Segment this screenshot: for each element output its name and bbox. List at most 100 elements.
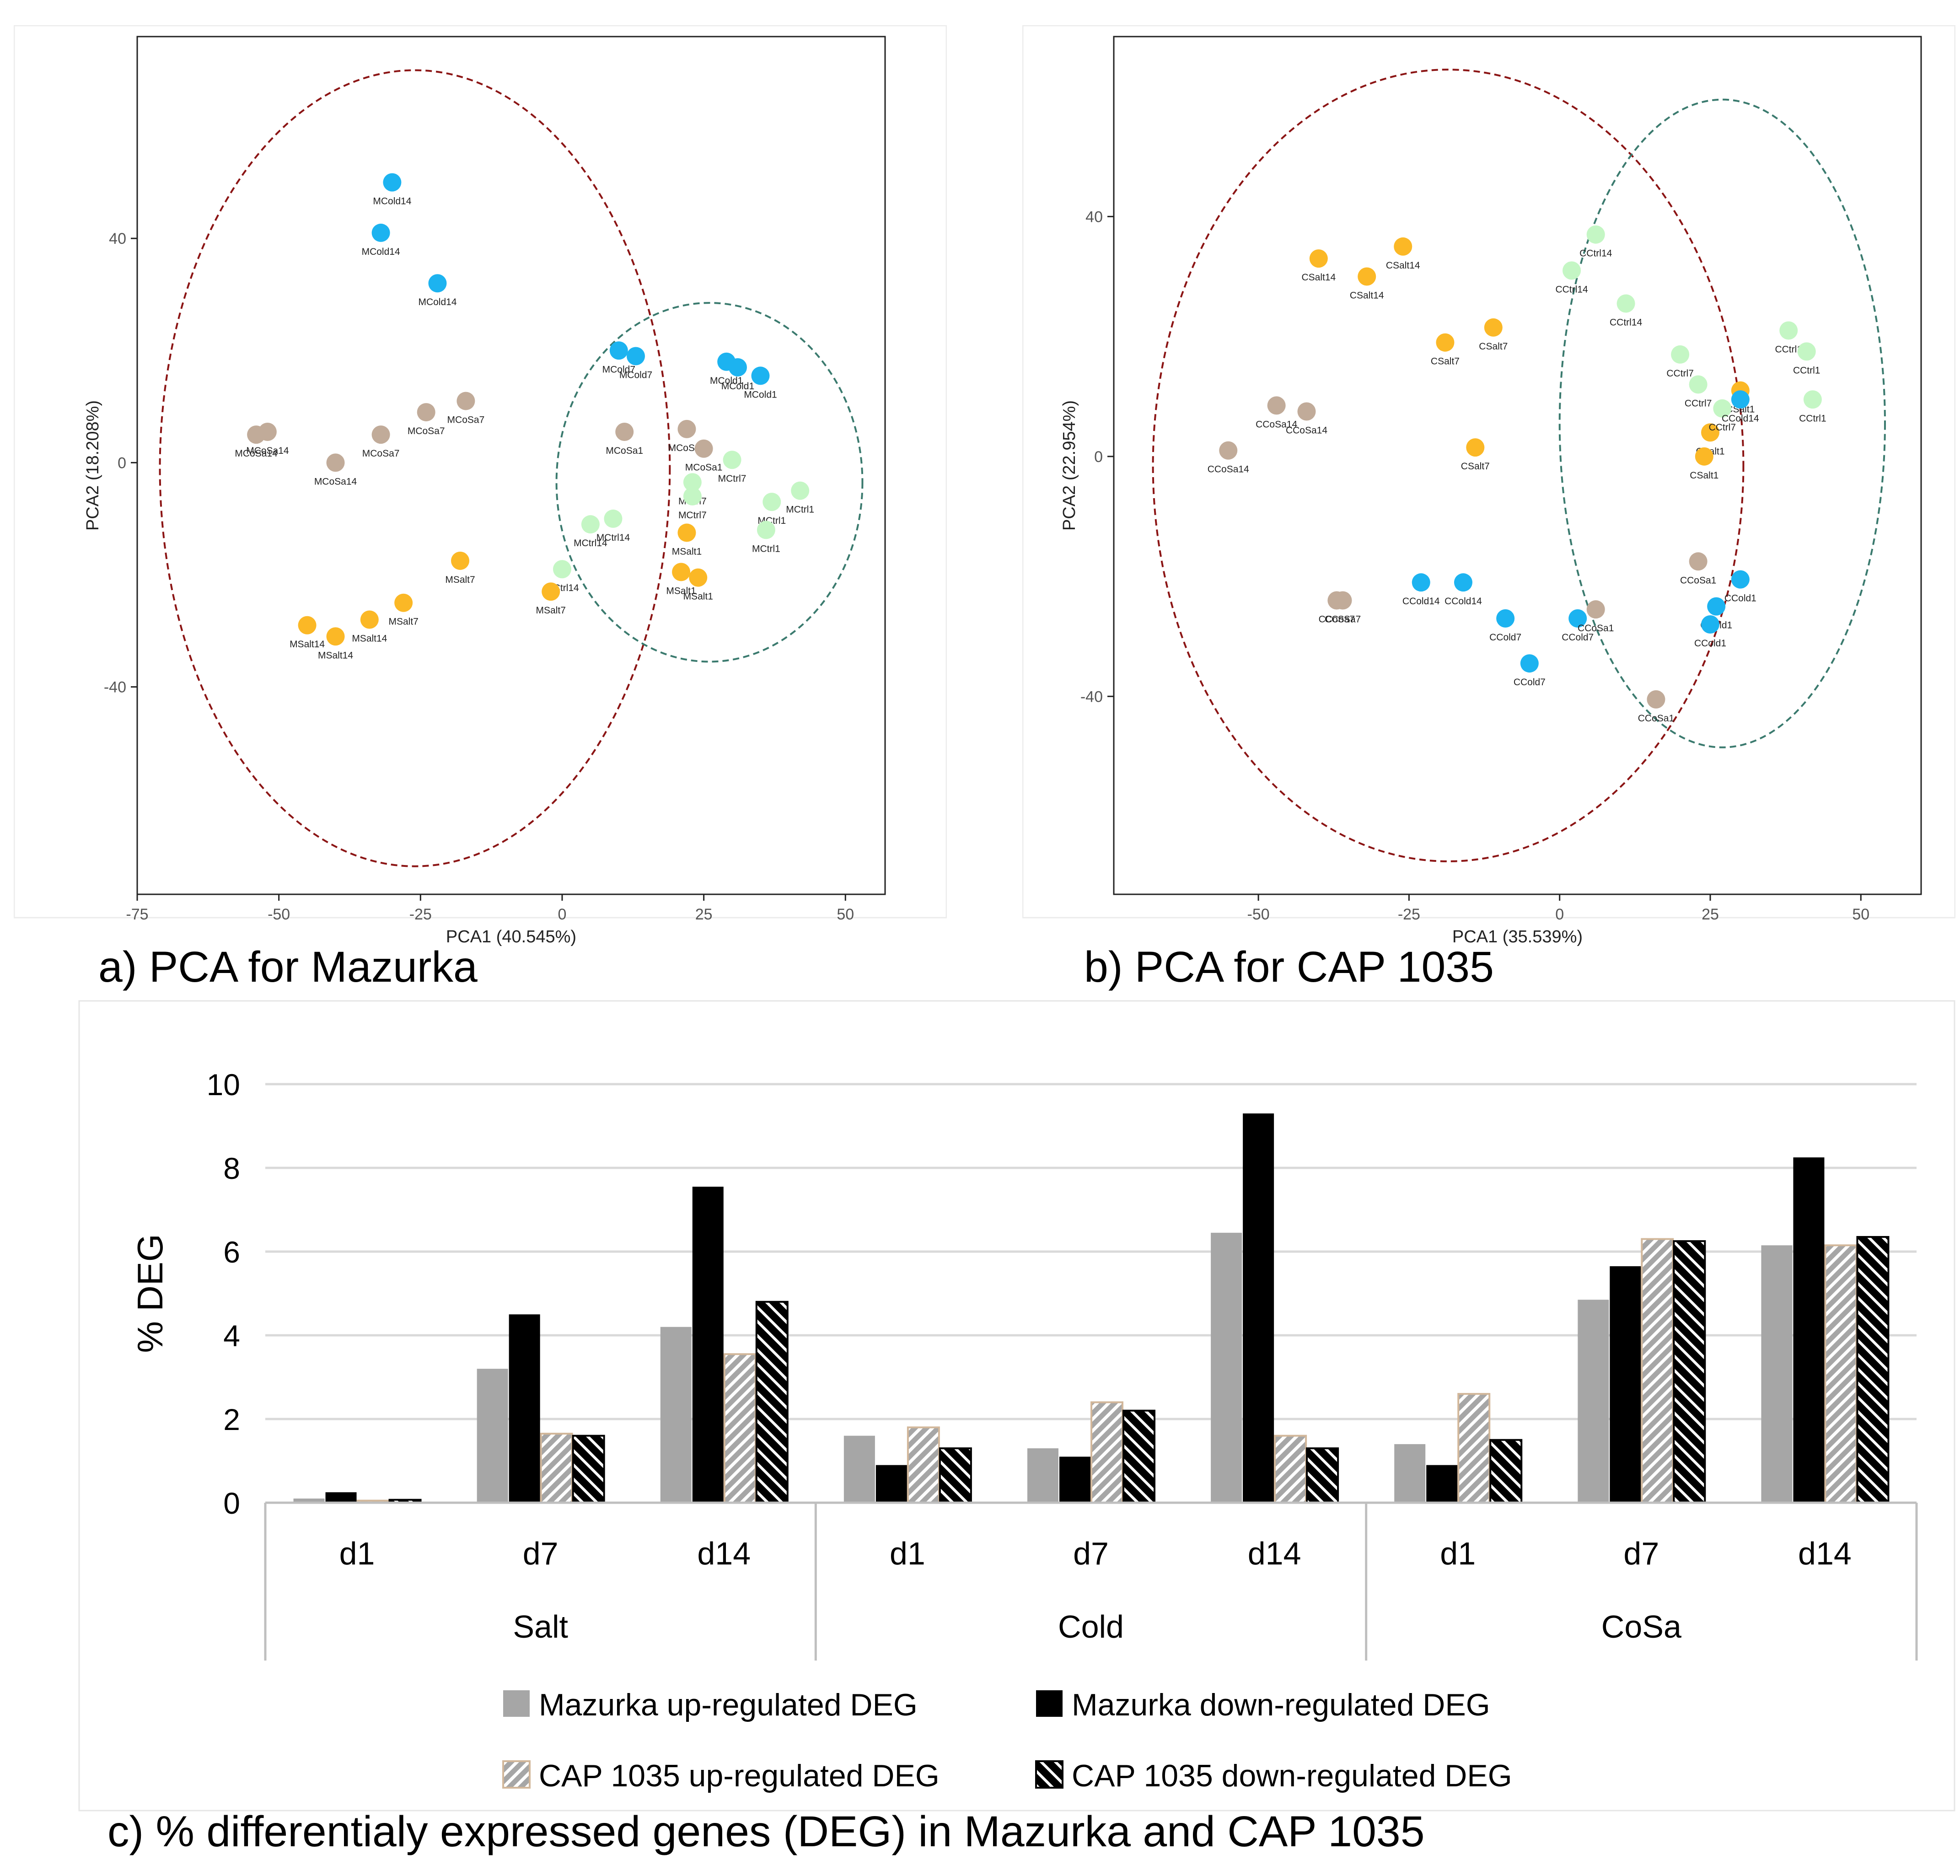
point-label: CCoSa7 — [1325, 614, 1361, 625]
point-label: CCoSa1 — [1578, 623, 1614, 634]
bar-mazurka-up — [1394, 1444, 1426, 1503]
point-cold — [1454, 573, 1472, 592]
point-label: MCoSa1 — [606, 446, 643, 456]
bar-cap-down — [572, 1435, 605, 1504]
point-label: MSalt7 — [445, 575, 475, 585]
y-tick-label: 8 — [223, 1151, 240, 1185]
point-label: CCold1 — [1694, 638, 1726, 649]
point-label: CCold7 — [1489, 632, 1521, 643]
point-ctrl — [791, 481, 810, 500]
x-tick-label: 50 — [1852, 906, 1869, 923]
plot-frame — [136, 36, 886, 895]
point-salt — [672, 563, 691, 581]
category-label: d7 — [523, 1536, 558, 1571]
bar-cap-down — [1673, 1240, 1706, 1504]
category-label: d1 — [890, 1536, 925, 1571]
point-label: MCold1 — [721, 381, 754, 392]
bar-chart-frame — [78, 1000, 1955, 1811]
point-label: MCold14 — [373, 196, 411, 207]
point-label: CCtrl1 — [1793, 365, 1820, 376]
point-cosa — [1267, 396, 1286, 415]
cluster-ellipse-teal — [555, 302, 864, 663]
bar-cap-up — [1641, 1238, 1674, 1504]
bar-mazurka-up — [1761, 1245, 1793, 1503]
point-label: CCtrl7 — [1709, 422, 1736, 433]
bar-mazurka-down — [1059, 1457, 1090, 1503]
point-cold — [1707, 597, 1726, 616]
bar-cap-up — [1457, 1393, 1491, 1504]
point-label: CCtrl1 — [1775, 344, 1802, 355]
legend-label: CAP 1035 up-regulated DEG — [539, 1758, 940, 1793]
point-salt — [1695, 447, 1713, 466]
group-label: Cold — [1058, 1609, 1124, 1645]
point-cosa — [677, 419, 696, 438]
point-cosa — [615, 422, 634, 441]
point-label: CCold7 — [1514, 677, 1546, 688]
point-salt — [1701, 423, 1719, 442]
legend-swatch-mazurka-down — [1036, 1690, 1063, 1717]
pca-mazurka-panel: -75 -50 -25 0 25 50 -40 0 40 PCA1 (40.545%) PCA2 (… — [14, 25, 947, 954]
panel-frame — [1022, 25, 1955, 919]
x-tick-label: 0 — [558, 906, 567, 923]
pca-mazurka-chart: -75 -50 -25 0 25 50 -40 0 40 PCA1 (40.545%) PCA2 (… — [14, 25, 947, 946]
bar-mazurka-up — [477, 1369, 508, 1503]
point-label: MCold14 — [418, 297, 456, 307]
point-ctrl — [763, 493, 781, 511]
point-label: CSalt7 — [1431, 356, 1460, 367]
y-tick-label: 40 — [109, 230, 126, 247]
bar-mazurka-down — [1793, 1157, 1825, 1503]
point-label: MSalt7 — [536, 605, 566, 616]
point-ctrl — [553, 560, 571, 579]
point-ctrl — [757, 521, 775, 539]
x-tick-label: 50 — [837, 906, 854, 923]
point-cosa — [694, 439, 713, 458]
category-label: d7 — [1073, 1536, 1109, 1571]
point-label: CCoSa14 — [1208, 464, 1249, 475]
point-label: CSalt1 — [1726, 404, 1755, 415]
bar-cap-down — [1489, 1439, 1523, 1504]
bar-cap-up — [1090, 1401, 1123, 1504]
category-label: d1 — [339, 1536, 375, 1571]
point-ctrl — [1671, 345, 1690, 364]
point-label: MSalt14 — [352, 634, 387, 644]
legend-swatch-cap-down — [1035, 1760, 1063, 1789]
point-label: MCoSa7 — [362, 448, 400, 459]
y-tick-label: 40 — [1085, 208, 1103, 226]
bar-cap-up — [1274, 1435, 1307, 1504]
point-label: CCoSa1 — [1638, 713, 1674, 724]
point-cold — [1731, 570, 1750, 589]
point-salt — [360, 610, 379, 629]
bar-mazurka-up — [1027, 1448, 1058, 1503]
x-tick-label: -50 — [268, 906, 290, 923]
bar-mazurka-up — [660, 1327, 692, 1503]
point-salt — [1358, 267, 1376, 286]
point-label: MSalt1 — [672, 547, 702, 557]
point-label: MSalt14 — [318, 650, 353, 661]
point-label: CSalt7 — [1479, 341, 1508, 352]
point-label: CSalt14 — [1350, 290, 1384, 301]
y-tick-label: -40 — [1080, 688, 1103, 705]
point-salt — [298, 616, 317, 634]
point-label: CCtrl1 — [1799, 413, 1826, 424]
category-label: d14 — [697, 1536, 751, 1571]
category-label: d1 — [1440, 1536, 1476, 1571]
bar-mazurka-down — [1610, 1266, 1641, 1503]
point-label: CCold14 — [1722, 413, 1759, 424]
point-label: MSalt14 — [290, 639, 325, 650]
point-salt — [689, 568, 708, 587]
pca-cap1035-chart: -50 -25 0 25 50 -40 0 40 PCA1 (35.539%) PCA2 (22.… — [1022, 25, 1955, 946]
caption-deg-chart: c) % differentialy expressed genes (DEG)… — [107, 1807, 1425, 1856]
point-cosa — [417, 403, 435, 422]
bar-cap-up — [540, 1433, 573, 1504]
bar-cap-up — [907, 1426, 940, 1504]
bar-mazurka-down — [325, 1492, 357, 1503]
x-tick-label: -75 — [126, 906, 148, 923]
point-cold — [1496, 609, 1515, 628]
bar-cap-down — [1122, 1409, 1155, 1504]
point-label: MCtrl1 — [786, 505, 814, 515]
point-salt — [1394, 237, 1412, 256]
point-label: CCold7 — [1562, 632, 1594, 643]
point-cosa — [1586, 600, 1605, 619]
legend-label: CAP 1035 down-regulated DEG — [1072, 1758, 1512, 1793]
point-salt — [1309, 249, 1328, 268]
